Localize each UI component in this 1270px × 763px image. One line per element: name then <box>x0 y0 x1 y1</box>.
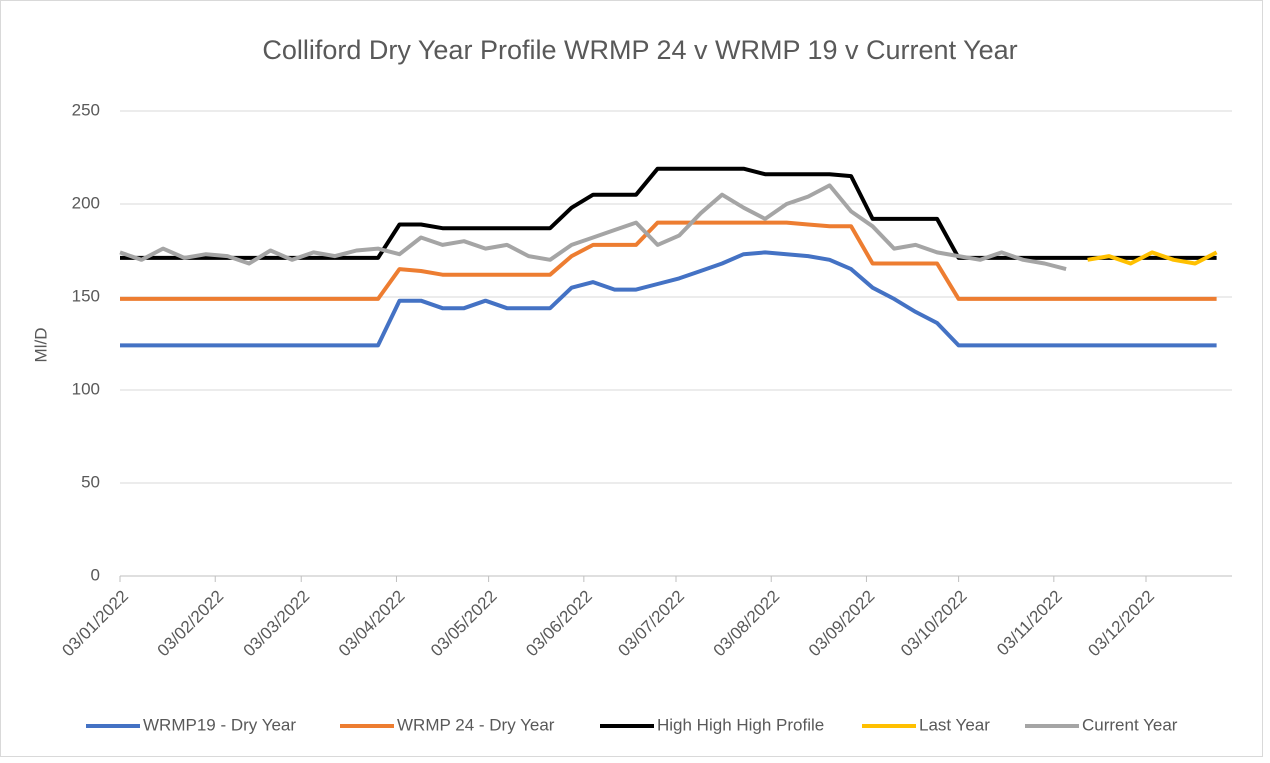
chart-title: Colliford Dry Year Profile WRMP 24 v WRM… <box>262 35 1017 65</box>
legend-label: Last Year <box>919 715 990 734</box>
y-axis-label: Ml/D <box>31 328 50 363</box>
legend-label: High High High Profile <box>657 715 824 734</box>
series-line <box>1087 250 1218 266</box>
y-tick-label: 250 <box>72 100 100 119</box>
legend-label: Current Year <box>1082 715 1178 734</box>
series-line <box>120 220 1217 301</box>
y-tick-label: 100 <box>72 379 100 398</box>
y-tick-label: 150 <box>72 286 100 305</box>
series-line <box>119 183 1067 272</box>
y-tick-label: 200 <box>72 193 100 212</box>
legend-label: WRMP 24 - Dry Year <box>397 715 555 734</box>
y-tick-label: 50 <box>81 472 100 491</box>
legend-label: WRMP19 - Dry Year <box>143 715 296 734</box>
series-line <box>120 250 1217 348</box>
y-tick-label: 0 <box>91 565 100 584</box>
